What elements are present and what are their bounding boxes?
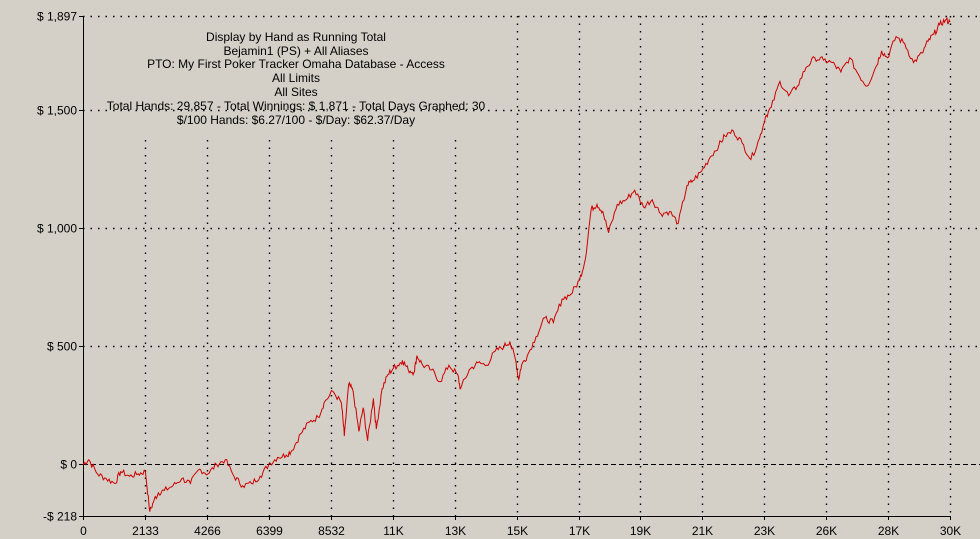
info-line-player: Bejamin1 (PS) + All Aliases xyxy=(223,44,368,58)
x-tick-label: 23K xyxy=(754,524,775,538)
y-tick-label: -$ 218 xyxy=(43,510,77,524)
x-tick-label: 4266 xyxy=(194,524,221,538)
info-line-sites: All Sites xyxy=(274,85,317,99)
axes xyxy=(79,16,951,520)
x-tick-label: 30K xyxy=(940,524,961,538)
info-line-totals: Total Hands: 29,857 - Total Winnings: $ … xyxy=(107,99,486,113)
x-tick-label: 6399 xyxy=(256,524,283,538)
x-tick-label: 0 xyxy=(80,524,87,538)
y-tick-label: $ 500 xyxy=(47,340,77,354)
y-axis-tick-labels: $ 1,897 $ 1,500 $ 1,000 $ 500 $ 0 -$ 218 xyxy=(37,10,77,524)
x-tick-label: 26K xyxy=(816,524,837,538)
y-tick-label: $ 1,500 xyxy=(37,104,77,118)
y-tick-label: $ 0 xyxy=(60,458,77,472)
x-tick-label: 8532 xyxy=(318,524,345,538)
x-tick-label: 21K xyxy=(692,524,713,538)
winnings-line xyxy=(82,16,951,512)
y-tick-label: $ 1,897 xyxy=(37,10,77,24)
x-tick-label: 2133 xyxy=(132,524,159,538)
info-line-rates: $/100 Hands: $6.27/100 - $/Day: $62.37/D… xyxy=(177,113,415,127)
info-line-database: PTO: My First Poker Tracker Omaha Databa… xyxy=(147,57,445,71)
x-tick-label: 17K xyxy=(569,524,590,538)
x-tick-label: 19K xyxy=(630,524,651,538)
info-line-title: Display by Hand as Running Total xyxy=(206,30,386,44)
x-tick-label: 28K xyxy=(878,524,899,538)
x-tick-label: 15K xyxy=(507,524,528,538)
info-line-limits: All Limits xyxy=(272,71,320,85)
x-tick-label: 13K xyxy=(445,524,466,538)
x-axis-tick-labels: 0 2133 4266 6399 8532 11K 13K 15K 17K 19K 21K 23K 26… xyxy=(80,524,961,538)
x-tick-label: 11K xyxy=(383,524,403,538)
info-text-block: Display by Hand as Running Total Bejamin… xyxy=(107,30,486,127)
y-tick-label: $ 1,000 xyxy=(37,222,77,236)
vertical-gridlines xyxy=(144,16,952,516)
